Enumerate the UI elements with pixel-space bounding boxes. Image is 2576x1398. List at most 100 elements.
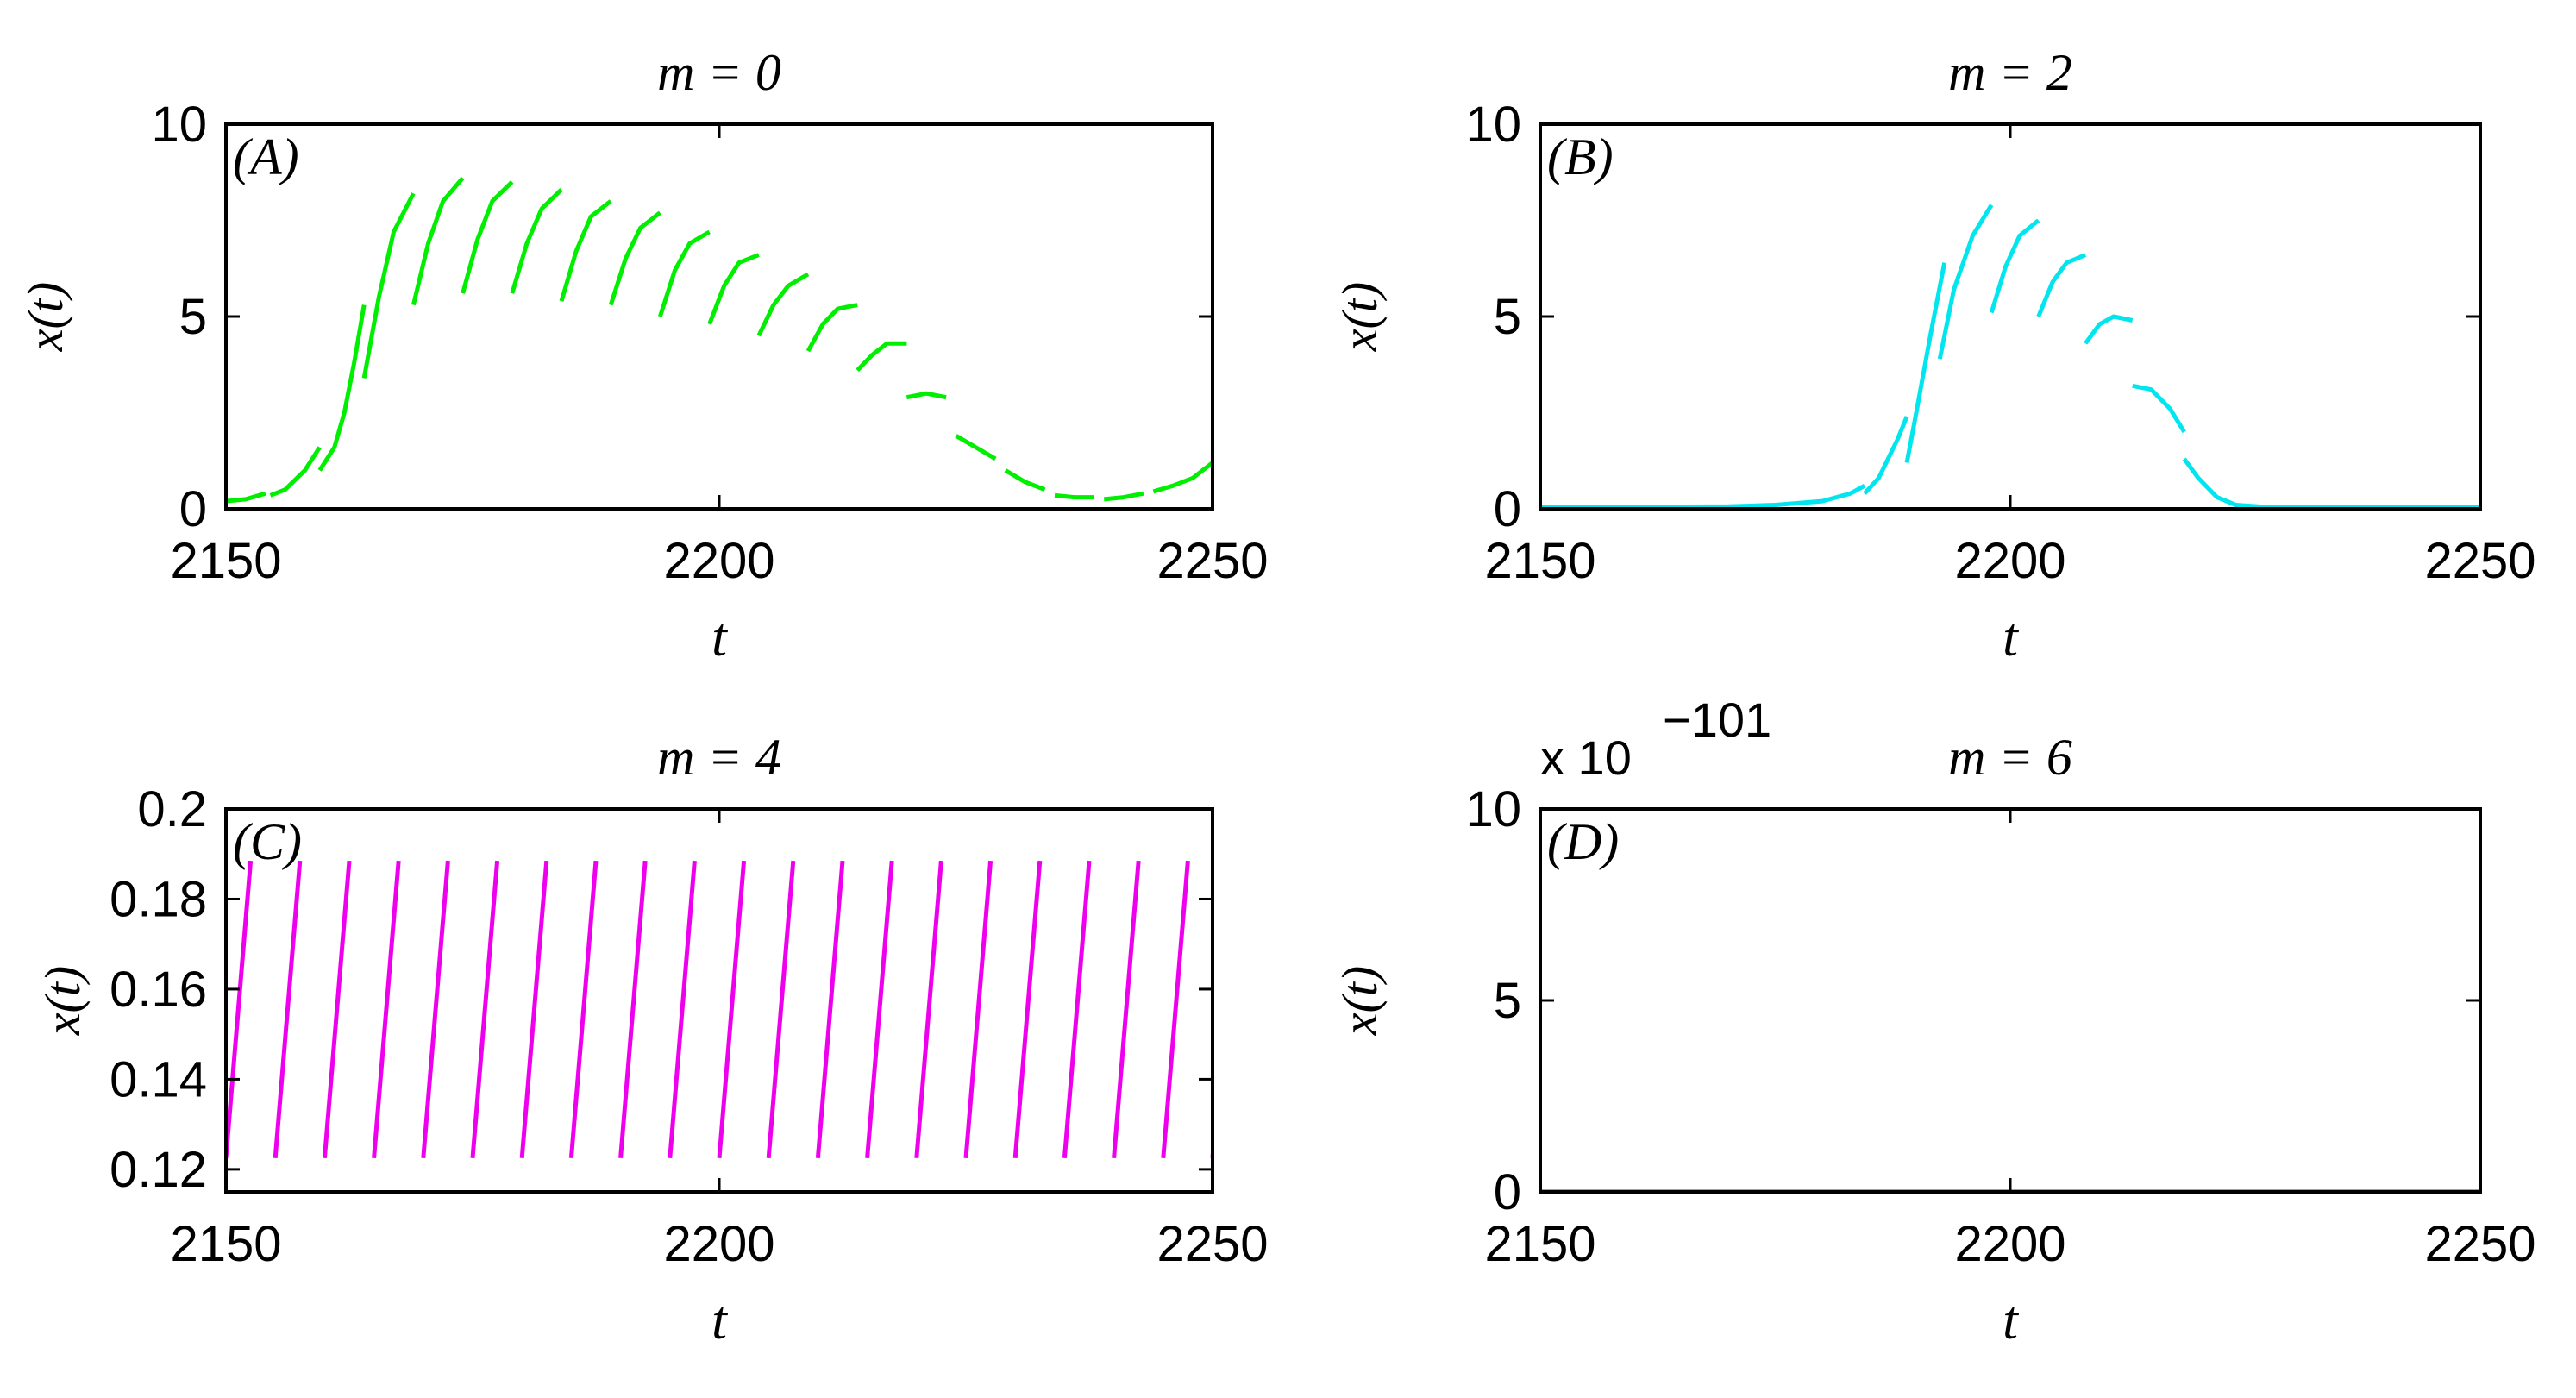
series-segment	[1904, 262, 1947, 463]
series-segment	[668, 860, 697, 1159]
series-segment	[865, 860, 894, 1159]
chart-panel-c: 2150 2200 2250 0.12 0.14 0.16 0.18 0.2 m = 4 t x(t…	[34, 729, 1269, 1351]
series-segment	[2036, 253, 2087, 317]
y-tick-label: 0.18	[110, 871, 207, 927]
series-segment	[618, 860, 648, 1159]
series-segment	[226, 860, 254, 1159]
series-segment	[1054, 492, 1094, 500]
x-axis-label: t	[711, 1289, 729, 1351]
series-group	[226, 860, 1213, 1159]
x-tick-label: 2250	[2424, 533, 2535, 589]
series-segment	[461, 180, 514, 294]
series-segment	[963, 860, 993, 1159]
series-segment	[1062, 860, 1092, 1159]
series-segment	[707, 253, 760, 325]
x-tick-label: 2250	[1156, 533, 1268, 589]
x-tick-label: 2150	[170, 1216, 281, 1272]
y-exponent-label: x 10	[1540, 730, 1632, 785]
series-segment	[2182, 457, 2480, 509]
x-tick-label: 2150	[1484, 533, 1595, 589]
series-segment	[1152, 461, 1213, 494]
series-segment	[519, 860, 549, 1159]
series-segment	[1210, 1132, 1213, 1158]
x-tick-label: 2200	[1954, 533, 2065, 589]
series-segment	[273, 860, 303, 1159]
series-segment	[568, 860, 599, 1159]
chart-panel-b: 2150 2200 2250 0 5 10 m = 2 t x(t) (B)	[1332, 44, 2536, 668]
chart-title: m = 0	[657, 44, 781, 101]
series-segment	[559, 199, 612, 302]
series-segment	[856, 341, 907, 373]
panel-label: (B)	[1547, 129, 1614, 185]
series-segment	[1540, 484, 1866, 509]
series-segment	[955, 434, 997, 461]
series-segment	[411, 176, 465, 306]
series-group	[1540, 204, 2480, 509]
x-tick-label: 2150	[1484, 1216, 1595, 1272]
y-exponent-power: −101	[1663, 693, 1771, 747]
y-tick-label: 0.16	[110, 962, 207, 1018]
series-segment	[1012, 860, 1043, 1159]
chart-title: m = 6	[1948, 729, 2072, 786]
series-segment	[226, 491, 266, 504]
y-tick-label: 0	[179, 481, 207, 537]
y-axis-label: x(t)	[1332, 966, 1388, 1037]
series-segment	[1103, 491, 1144, 502]
y-tick-label: 0	[1494, 1164, 1521, 1220]
series-segment	[766, 860, 796, 1159]
chart-panel-d: 2150 2200 2250 0 5 10 m = 6 t x(t) (D) x 10 −101	[1332, 693, 2536, 1351]
y-tick-label: 0.14	[110, 1051, 207, 1107]
series-segment	[805, 303, 858, 353]
y-tick-label: 10	[1465, 781, 1521, 837]
series-segment	[756, 272, 810, 337]
series-segment	[1863, 416, 1909, 495]
x-axis-label: t	[2003, 1289, 2020, 1351]
y-tick-label: 10	[1465, 97, 1521, 153]
x-tick-label: 2200	[663, 1216, 774, 1272]
series-segment	[815, 860, 845, 1159]
series-segment	[317, 304, 367, 472]
y-tick-label: 5	[179, 289, 207, 345]
y-tick-label: 5	[1494, 289, 1521, 345]
series-segment	[914, 860, 943, 1159]
x-tick-label: 2200	[1954, 1216, 2065, 1272]
series-segment	[1004, 468, 1046, 492]
x-tick-label: 2250	[2424, 1216, 2535, 1272]
series-segment	[658, 229, 711, 317]
chart-title: m = 4	[657, 729, 781, 786]
panel-label: (D)	[1547, 813, 1619, 870]
series-segment	[717, 860, 747, 1159]
chart-title: m = 2	[1948, 44, 2072, 101]
series-segment	[1112, 860, 1141, 1159]
series-segment	[269, 446, 322, 498]
y-axis-label: x(t)	[1332, 282, 1388, 353]
x-axis-label: t	[711, 606, 729, 668]
axes-frame	[1539, 122, 2482, 511]
x-tick-label: 2150	[170, 533, 281, 589]
axes-frame	[1539, 807, 2482, 1194]
series-segment	[1989, 218, 2040, 314]
x-tick-label: 2250	[1156, 1216, 1268, 1272]
chart-panel-a: 2150 2200 2250 0 5 10 m = 0 t x(t) (A)	[17, 44, 1269, 668]
series-segment	[2084, 314, 2134, 345]
y-tick-label: 0.12	[110, 1142, 207, 1198]
series-segment	[906, 391, 947, 400]
y-axis-label: x(t)	[34, 966, 91, 1037]
y-tick-label: 0.2	[137, 781, 207, 837]
series-segment	[608, 210, 661, 306]
series-segment	[421, 860, 450, 1159]
series-segment	[510, 188, 563, 294]
series-segment	[1937, 204, 1994, 360]
y-tick-label: 5	[1494, 973, 1521, 1029]
series-segment	[361, 192, 416, 379]
y-tick-label: 0	[1494, 481, 1521, 537]
series-group	[226, 176, 1213, 504]
series-segment	[372, 860, 401, 1159]
y-tick-label: 10	[151, 97, 207, 153]
series-segment	[470, 860, 500, 1159]
series-segment	[322, 860, 352, 1159]
series-segment	[1161, 860, 1190, 1159]
panel-label: (C)	[233, 813, 302, 870]
panel-label: (A)	[233, 129, 299, 185]
